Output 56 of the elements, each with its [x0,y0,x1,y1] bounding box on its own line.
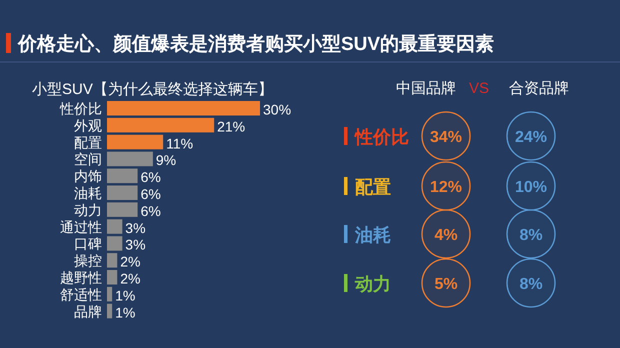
y-tick-label: 操控 [74,252,102,269]
data-label: 12% [430,179,462,196]
data-label: 1% [115,287,136,304]
category-label: 配置 [355,177,391,197]
y-tick-label: 口碑 [74,236,102,252]
bar [107,152,153,166]
y-tick-label: 性价比 [59,100,102,116]
y-tick-label: 通过性 [60,218,102,235]
data-label: 2% [120,254,140,270]
data-label: 6% [140,202,161,219]
y-tick-label: 动力 [74,202,102,218]
bar [107,236,122,251]
series-label: 合资品牌 [509,80,569,97]
category-label: 动力 [354,274,391,294]
data-label: 11% [166,135,194,152]
chart-title: 价格走心、颜值爆表是消费者购买小型SUV的最重要因素 [17,33,494,55]
data-label: 2% [120,270,140,286]
data-label: 10% [514,179,548,196]
data-label: 4% [434,227,458,244]
data-label: 34% [430,129,462,146]
data-label: 8% [519,227,543,244]
data-label: 3% [125,236,146,253]
bar [107,186,138,200]
y-tick-label: 内饰 [74,168,102,184]
bar [107,270,118,284]
bar [107,286,112,302]
data-label: 6% [140,186,161,202]
y-tick-label: 舒适性 [60,286,102,302]
bar [107,253,118,268]
text: VS [468,80,490,97]
y-tick-label: 油耗 [74,185,102,201]
y-tick-label: 空间 [74,151,102,168]
data-label: 9% [156,152,176,168]
bar [107,202,138,217]
bar [107,168,138,184]
data-label: 30% [263,102,292,118]
y-tick-label: 外观 [74,117,102,134]
bar [107,134,164,150]
bar [107,118,214,132]
chart-subtitle: 小型SUV【为什么最终选择这辆车】 [32,81,273,98]
data-label: 8% [519,276,543,293]
y-tick-label: 配置 [74,134,102,150]
data-label: 3% [125,220,146,236]
data-label: 1% [115,304,136,320]
category-label: 油耗 [354,225,391,245]
bar [107,219,122,234]
y-tick-label: 品牌 [74,303,102,320]
data-label: 24% [514,129,548,146]
series-label: 中国品牌 [396,80,456,97]
bar [107,101,260,116]
bar [107,304,112,318]
category-label: 性价比 [354,127,409,147]
data-label: 21% [217,118,246,134]
data-label: 6% [140,169,161,186]
data-label: 5% [434,276,458,293]
y-tick-label: 越野性 [60,270,102,286]
